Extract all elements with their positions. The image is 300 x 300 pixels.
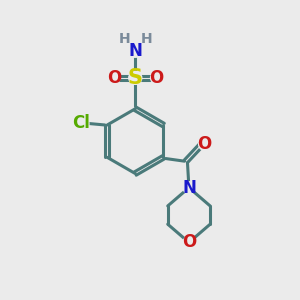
Text: O: O	[182, 233, 196, 251]
Circle shape	[73, 115, 89, 132]
Text: N: N	[182, 179, 196, 197]
Text: O: O	[149, 69, 164, 87]
Text: O: O	[197, 135, 212, 153]
Circle shape	[129, 71, 142, 84]
Circle shape	[151, 72, 162, 84]
Circle shape	[129, 46, 141, 57]
Text: Cl: Cl	[72, 115, 90, 133]
Text: N: N	[128, 42, 142, 60]
Text: H: H	[118, 32, 130, 46]
Circle shape	[183, 182, 195, 194]
Circle shape	[183, 237, 195, 248]
Text: O: O	[107, 69, 121, 87]
Circle shape	[199, 139, 210, 150]
Circle shape	[108, 72, 120, 84]
Text: S: S	[128, 68, 143, 88]
Text: H: H	[141, 32, 152, 46]
